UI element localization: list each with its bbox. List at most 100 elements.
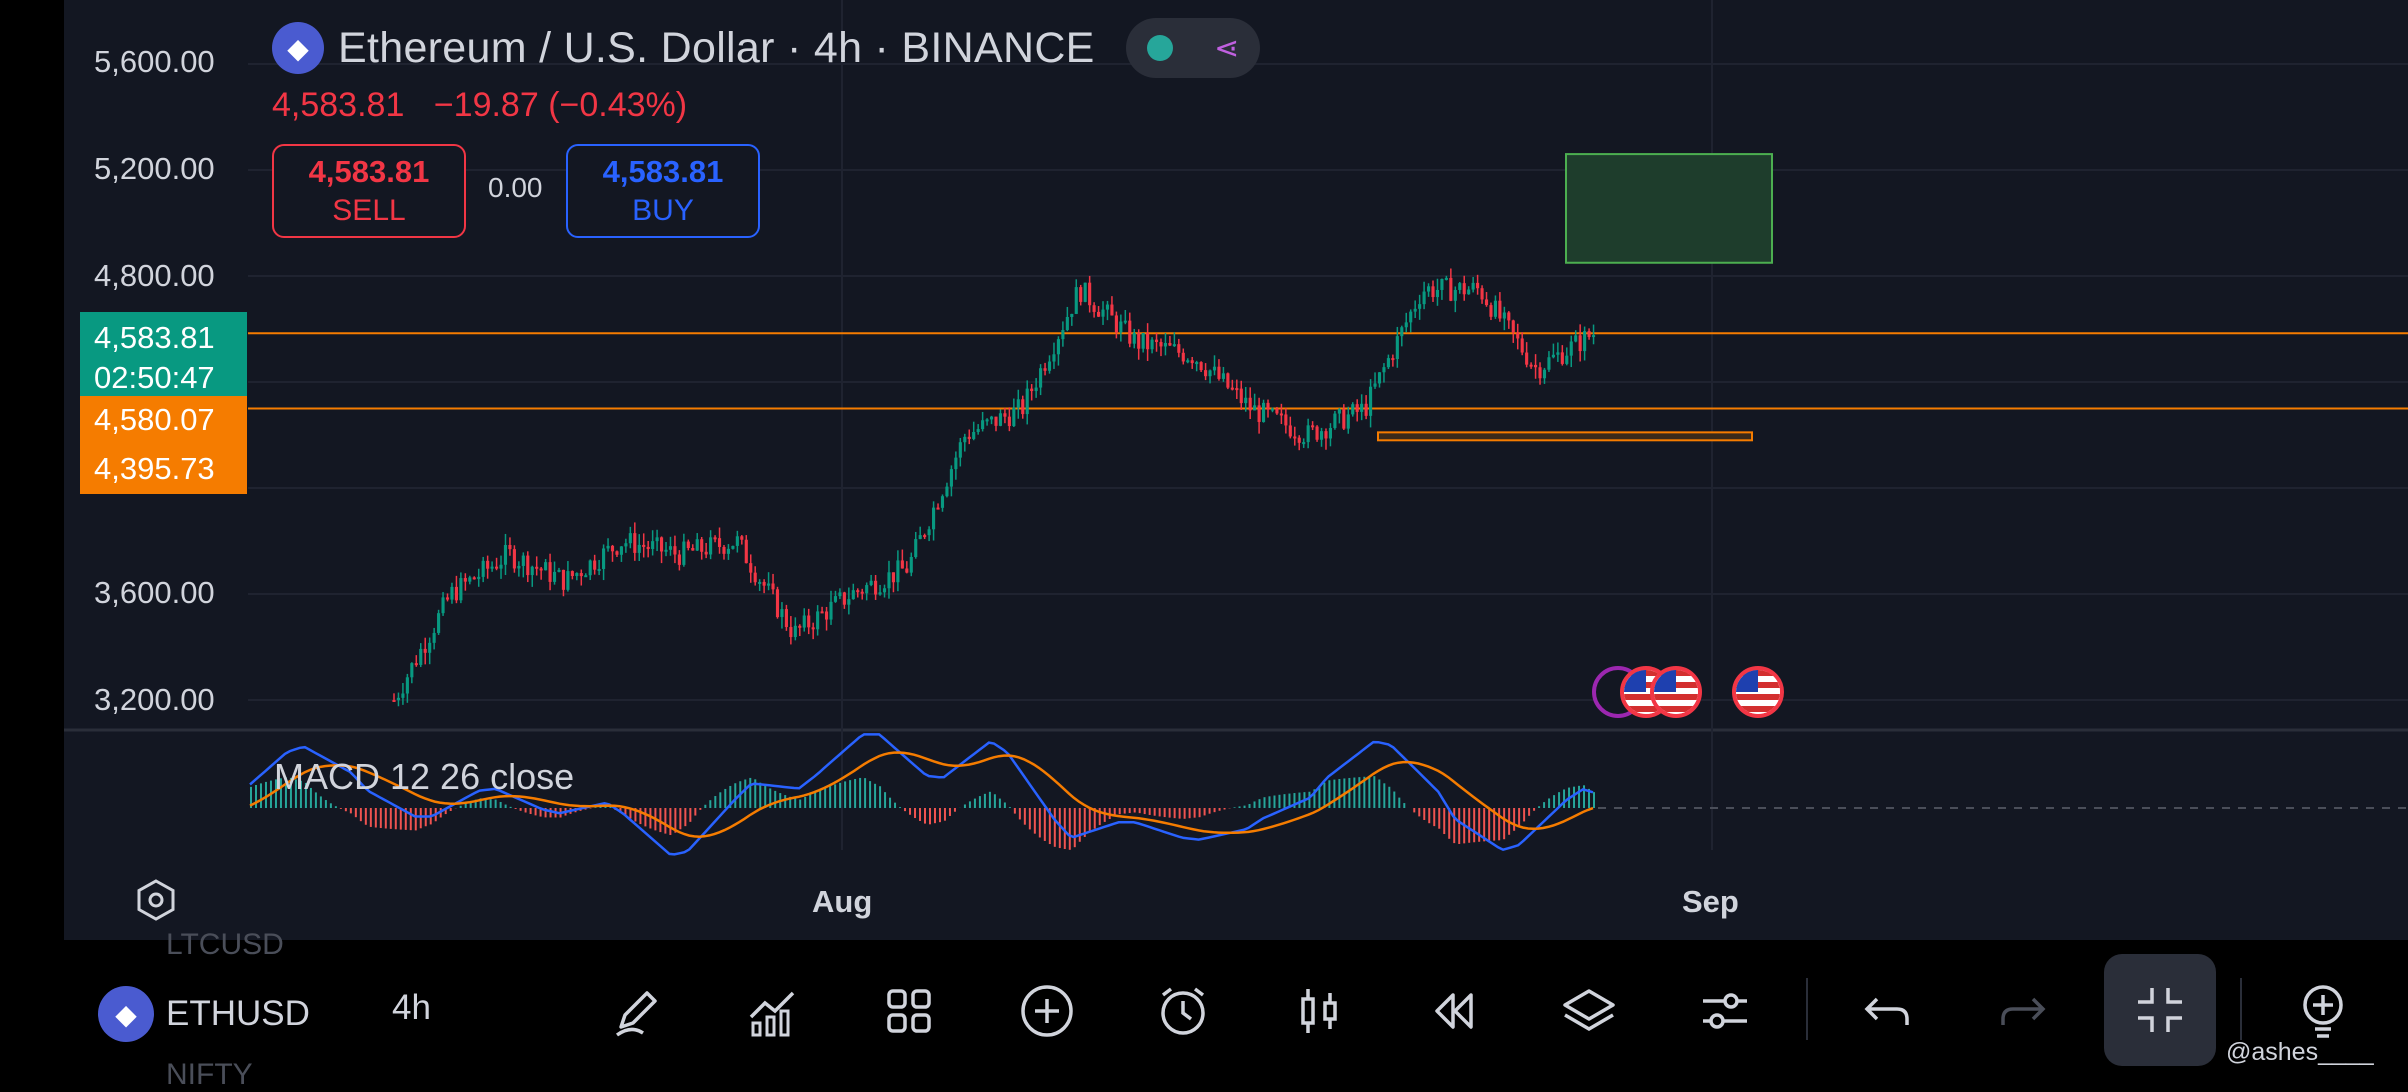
candle-body — [816, 611, 819, 629]
macd-histogram-bar — [759, 783, 761, 808]
buy-label: BUY — [632, 194, 694, 228]
undo-button[interactable] — [1854, 978, 1920, 1044]
layers-button[interactable] — [1556, 978, 1622, 1044]
macd-histogram-bar — [719, 792, 721, 808]
indicators-button[interactable] — [740, 978, 806, 1044]
candle-body — [794, 626, 797, 637]
alert-button[interactable] — [1150, 978, 1216, 1044]
candle-body — [1298, 438, 1301, 443]
candle-body — [1008, 417, 1011, 426]
macd-histogram-bar — [854, 779, 856, 808]
candle-body — [700, 539, 703, 552]
macd-histogram-bar — [460, 806, 462, 808]
candle-body — [892, 572, 895, 582]
pencil-button[interactable] — [604, 978, 670, 1044]
candle-body — [1476, 283, 1479, 288]
candle-body — [812, 627, 815, 629]
candle-body — [1128, 321, 1131, 344]
candle-body — [901, 560, 904, 568]
candle-body — [1043, 368, 1046, 371]
macd-histogram-bar — [1388, 787, 1390, 808]
candle-body — [419, 649, 422, 665]
candle-body — [401, 694, 404, 698]
symbol-selector[interactable]: ◆ ETHUSD — [98, 986, 310, 1042]
candle-body — [557, 570, 560, 572]
settings-button[interactable] — [1692, 978, 1758, 1044]
candle-body — [1574, 335, 1577, 341]
macd-histogram-bar — [535, 808, 537, 815]
candle-body — [598, 569, 601, 571]
us-flag-icon[interactable] — [1732, 666, 1784, 718]
symbol-title[interactable]: Ethereum / U.S. Dollar · 4h · BINANCE — [338, 24, 1095, 73]
macd-histogram-bar — [1179, 808, 1181, 819]
macd-histogram-bar — [1338, 779, 1340, 808]
macd-legend[interactable]: MACD 12 26 close — [274, 756, 574, 798]
macd-histogram-bar — [340, 808, 342, 809]
candle-body — [990, 417, 993, 420]
candle-body — [1200, 362, 1203, 370]
share-icon[interactable]: ⋖ — [1214, 31, 1239, 66]
chart-settings-button[interactable] — [132, 876, 180, 924]
interval-selector[interactable]: 4h — [392, 988, 431, 1028]
candle-body — [535, 567, 538, 569]
candle-body — [1565, 356, 1568, 364]
macd-histogram-bar — [1563, 789, 1565, 808]
macd-histogram-bar — [689, 808, 691, 822]
macd-histogram-bar — [859, 778, 861, 808]
macd-histogram-bar — [1259, 799, 1261, 808]
candle-body — [994, 417, 997, 426]
macd-histogram-bar — [844, 781, 846, 808]
layers-icon — [1559, 981, 1619, 1041]
ideas-button[interactable] — [2290, 978, 2356, 1044]
macd-histogram-bar — [1194, 808, 1196, 818]
macd-histogram-bar — [365, 808, 367, 825]
buy-button[interactable]: 4,583.81 BUY — [566, 144, 760, 238]
replay-button[interactable] — [1420, 978, 1486, 1044]
candle-body — [1311, 425, 1314, 427]
minimize-button[interactable] — [2104, 954, 2216, 1066]
macd-histogram-bar — [749, 778, 751, 808]
macd-histogram-bar — [1273, 796, 1275, 808]
status-pill[interactable]: ⋖ — [1126, 18, 1260, 78]
add-button[interactable] — [1014, 978, 1080, 1044]
candle-body — [660, 537, 663, 551]
candle-body — [575, 573, 578, 576]
target-zone — [1566, 154, 1772, 263]
candle-body — [1592, 335, 1595, 337]
macd-histogram-bar — [734, 783, 736, 808]
chart-type-button[interactable] — [1286, 978, 1352, 1044]
candle-body — [807, 615, 810, 627]
watchlist-item-ghost: LTCUSD — [166, 928, 284, 962]
macd-histogram-bar — [714, 796, 716, 808]
redo-button[interactable] — [1990, 978, 2056, 1044]
macd-histogram-bar — [774, 791, 776, 808]
macd-histogram-bar — [1019, 808, 1021, 819]
candle-body — [763, 582, 766, 586]
sell-button[interactable]: 4,583.81 SELL — [272, 144, 466, 238]
us-flag-icon[interactable] — [1650, 666, 1702, 718]
macd-histogram-bar — [330, 803, 332, 808]
candle-body — [825, 611, 828, 619]
chart-title-row: ◆ Ethereum / U.S. Dollar · 4h · BINANCE — [272, 20, 1095, 76]
candle-body — [611, 546, 614, 551]
candle-body — [1409, 312, 1412, 323]
plus-circle-icon — [1017, 981, 1077, 1041]
macd-histogram-bar — [350, 808, 352, 813]
candle-body — [1472, 283, 1475, 290]
macd-histogram-bar — [994, 794, 996, 808]
macd-histogram-bar — [1428, 808, 1430, 823]
candle-body — [678, 555, 681, 565]
candle-body — [1333, 414, 1336, 428]
candle-body — [531, 567, 534, 575]
candle-body — [1360, 404, 1363, 412]
macd-histogram-bar — [1009, 807, 1011, 808]
macd-histogram-bar — [1573, 787, 1575, 808]
macd-histogram-bar — [1164, 808, 1166, 817]
candle-body — [1530, 365, 1533, 367]
candle-body — [1543, 370, 1546, 379]
macd-histogram-bar — [969, 801, 971, 808]
candle-body — [789, 627, 792, 637]
layout-grid-button[interactable] — [876, 978, 942, 1044]
candle-body — [1115, 315, 1118, 332]
candle-body — [1431, 286, 1434, 297]
